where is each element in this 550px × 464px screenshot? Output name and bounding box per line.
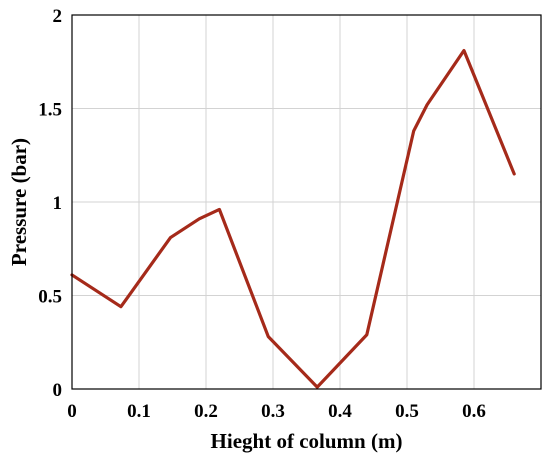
x-tick-label: 0 bbox=[67, 401, 77, 422]
y-tick-label: 0 bbox=[53, 380, 63, 401]
plot-frame bbox=[71, 14, 542, 390]
y-tick-label: 1 bbox=[53, 193, 63, 214]
x-tick-label: 0.2 bbox=[194, 401, 218, 422]
x-axis-label: Hieght of column (m) bbox=[211, 429, 403, 453]
y-tick-label: 2 bbox=[53, 6, 63, 27]
series-line bbox=[70, 48, 516, 389]
y-tick-labels: 0 0.5 1 1.5 2 bbox=[38, 6, 62, 401]
y-tick-label: 0.5 bbox=[38, 287, 62, 308]
y-tick-label: 1.5 bbox=[38, 100, 62, 121]
x-tick-label: 0.4 bbox=[328, 401, 352, 422]
x-tick-label: 0.5 bbox=[395, 401, 419, 422]
series-group bbox=[70, 48, 516, 389]
x-tick-label: 0.6 bbox=[462, 401, 486, 422]
x-tick-label: 0.3 bbox=[261, 401, 285, 422]
x-tick-label: 0.1 bbox=[127, 401, 151, 422]
y-axis-label: Pressure (bar) bbox=[7, 138, 31, 266]
x-tick-labels: 0 0.1 0.2 0.3 0.4 0.5 0.6 bbox=[67, 401, 486, 422]
